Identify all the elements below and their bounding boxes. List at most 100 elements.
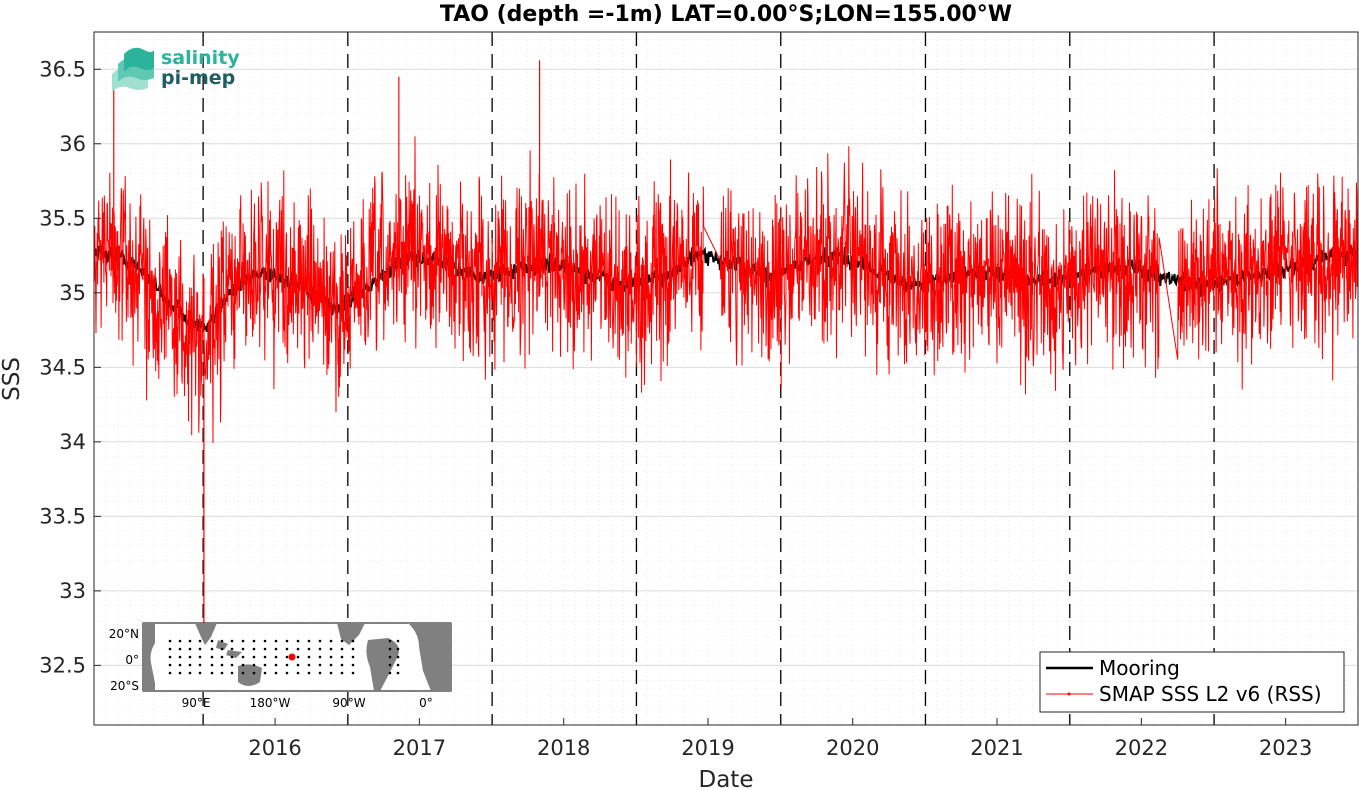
mooring-dot <box>252 663 256 667</box>
mooring-dot <box>296 671 300 675</box>
mooring-dot <box>329 639 333 643</box>
x-tick-label: 2018 <box>537 736 590 760</box>
mooring-dot <box>252 647 256 651</box>
mooring-dot <box>329 647 333 651</box>
mooring-dot <box>263 639 267 643</box>
mooring-dot <box>351 663 355 667</box>
mooring-dot <box>252 671 256 675</box>
mooring-dot <box>274 663 278 667</box>
mooring-dot <box>396 647 400 651</box>
y-tick-label: 36.5 <box>39 57 86 81</box>
mooring-dot <box>168 647 172 651</box>
x-tick-label: 2022 <box>1115 736 1168 760</box>
mooring-dot <box>263 655 267 659</box>
mooring-dot <box>188 647 192 651</box>
mooring-dot <box>396 639 400 643</box>
legend: Mooring SMAP SSS L2 v6 (RSS) <box>1039 651 1345 713</box>
mooring-dot <box>198 671 202 675</box>
legend-marker-smap <box>1067 692 1071 696</box>
mooring-dot <box>340 655 344 659</box>
mooring-dot <box>388 671 392 675</box>
mooring-dot <box>220 671 224 675</box>
inset-map: 20°N 0° 20°S 90°E 180°W 90°W 0° <box>109 622 452 710</box>
mooring-dot <box>296 639 300 643</box>
mooring-dot <box>241 639 245 643</box>
legend-entry-mooring: Mooring <box>1099 656 1180 680</box>
y-tick-label: 32.5 <box>39 653 86 677</box>
y-axis-label: SSS <box>0 357 25 401</box>
ticks: 32.5 33 33.5 34 34.5 35 35.5 36 36.5 2016 2017 2018… <box>39 57 1312 760</box>
mooring-dot <box>351 671 355 675</box>
mooring-dot <box>252 639 256 643</box>
y-tick-label: 33 <box>59 579 86 603</box>
inset-lon-label: 180°W <box>250 696 291 710</box>
mooring-dot <box>220 663 224 667</box>
x-tick-label: 2017 <box>393 736 446 760</box>
smap-series-line <box>93 136 1359 444</box>
mooring-dot <box>198 647 202 651</box>
mooring-dot <box>178 647 182 651</box>
mooring-dot <box>388 639 392 643</box>
mooring-dot <box>274 655 278 659</box>
asia-land <box>195 623 217 645</box>
mooring-dot <box>178 663 182 667</box>
logo-text-line2: pi-mep <box>161 67 235 89</box>
mooring-dot <box>340 639 344 643</box>
mooring-dot <box>396 671 400 675</box>
x-tick-label: 2023 <box>1259 736 1312 760</box>
mooring-dot <box>274 671 278 675</box>
series-layer <box>93 60 1359 629</box>
mooring-dot <box>307 639 311 643</box>
mooring-dot <box>329 671 333 675</box>
selected-mooring-marker <box>288 653 296 661</box>
north-america-land <box>337 623 365 645</box>
mooring-dot <box>178 639 182 643</box>
mooring-dot <box>285 639 289 643</box>
mooring-dot <box>210 663 214 667</box>
y-tick-label: 34.5 <box>39 355 86 379</box>
logo-text-line1: salinity <box>161 47 240 69</box>
mooring-array-dots <box>168 639 400 675</box>
mooring-dot <box>230 655 234 659</box>
mooring-dot <box>274 647 278 651</box>
mooring-dot <box>178 671 182 675</box>
mooring-dot <box>296 647 300 651</box>
x-tick-label: 2016 <box>248 736 301 760</box>
mooring-dot <box>318 663 322 667</box>
mooring-dot <box>188 639 192 643</box>
mooring-dot <box>285 655 289 659</box>
y-tick-label: 35.5 <box>39 206 86 230</box>
mooring-dot <box>351 639 355 643</box>
mooring-dot <box>210 671 214 675</box>
mooring-dot <box>307 671 311 675</box>
plot-area-frame <box>93 31 1359 726</box>
mooring-dot <box>178 655 182 659</box>
mooring-dot <box>230 671 234 675</box>
x-tick-label: 2020 <box>826 736 879 760</box>
mooring-dot <box>263 671 267 675</box>
mooring-dot <box>263 663 267 667</box>
inset-lon-label: 90°E <box>182 696 211 710</box>
mooring-dot <box>220 655 224 659</box>
x-tick-label: 2021 <box>970 736 1023 760</box>
mooring-dot <box>274 639 278 643</box>
mooring-dot <box>210 647 214 651</box>
logo-waves-icon <box>112 47 154 92</box>
mooring-dot <box>307 655 311 659</box>
mooring-dot <box>198 655 202 659</box>
south-america-land <box>366 638 399 691</box>
mooring-dot <box>396 663 400 667</box>
mooring-dot <box>263 647 267 651</box>
mooring-dot <box>351 647 355 651</box>
mooring-dot <box>318 647 322 651</box>
mooring-dot <box>340 647 344 651</box>
mooring-dot <box>388 663 392 667</box>
y-tick-label: 33.5 <box>39 504 86 528</box>
mooring-dot <box>296 655 300 659</box>
mooring-dot <box>241 655 245 659</box>
mooring-dot <box>296 663 300 667</box>
mooring-dot <box>168 655 172 659</box>
mooring-dot <box>220 647 224 651</box>
legend-box <box>1039 651 1345 713</box>
